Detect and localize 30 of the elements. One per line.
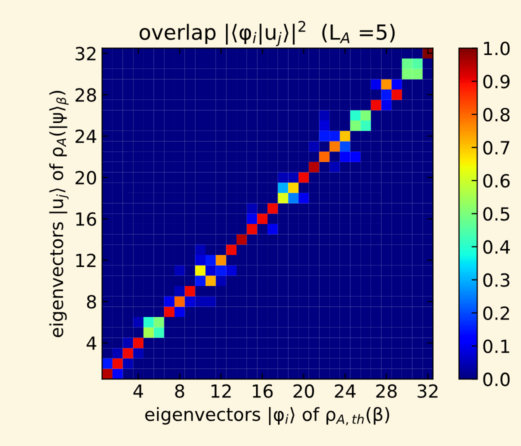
color-bar-label: 0.4 (483, 240, 510, 254)
y-tick-label: 4 (86, 336, 96, 350)
y-tick-label: 32 (76, 46, 96, 60)
color-bar-label: 1.0 (484, 42, 510, 56)
color-bar-label: 0.5 (483, 207, 510, 221)
x-tick-label: 12 (212, 384, 231, 398)
color-bar-label: 0.8 (483, 108, 510, 122)
color-bar-label: 0.9 (483, 74, 510, 88)
y-tick-label: 24 (76, 130, 96, 143)
color-bar-label: 0.2 (483, 306, 510, 320)
color-bar-label: 0.6 (483, 174, 510, 188)
y-tick-label: 28 (76, 88, 96, 102)
color-bar-label: 0.3 (483, 273, 510, 287)
color-bar-label: 0.1 (483, 339, 510, 354)
x-tick-label: 20 (294, 384, 314, 398)
x-tick-label: 32 (418, 384, 438, 398)
y-tick-label: 8 (86, 294, 96, 309)
y-tick-label: 20 (76, 170, 96, 185)
x-axis-title: eigenvectors |φ$_{i}$⟩ of ρ$_{A,th}$(β) (145, 406, 390, 426)
y-tick-label: 16 (76, 212, 96, 226)
chart-title: overlap |⟨φ$_{i}$|u$_{j}$⟩|$^{2}$ (L$_{A}$ =5) (140, 20, 395, 46)
color-bar-label: 0.7 (483, 140, 510, 155)
x-tick-label: 28 (376, 384, 397, 398)
y-tick-label: 12 (76, 254, 96, 268)
x-tick-label: 16 (252, 384, 273, 398)
x-tick-label: 8 (175, 384, 184, 398)
x-tick-label: 24 (334, 384, 356, 398)
x-tick-label: 4 (133, 384, 144, 398)
color-bar-label: 0.0 (483, 372, 510, 386)
y-axis-title: eigenvectors |u$_{j}$⟩ of ρ$_{A}$(|ψ⟩$_{β}$) (49, 90, 69, 338)
